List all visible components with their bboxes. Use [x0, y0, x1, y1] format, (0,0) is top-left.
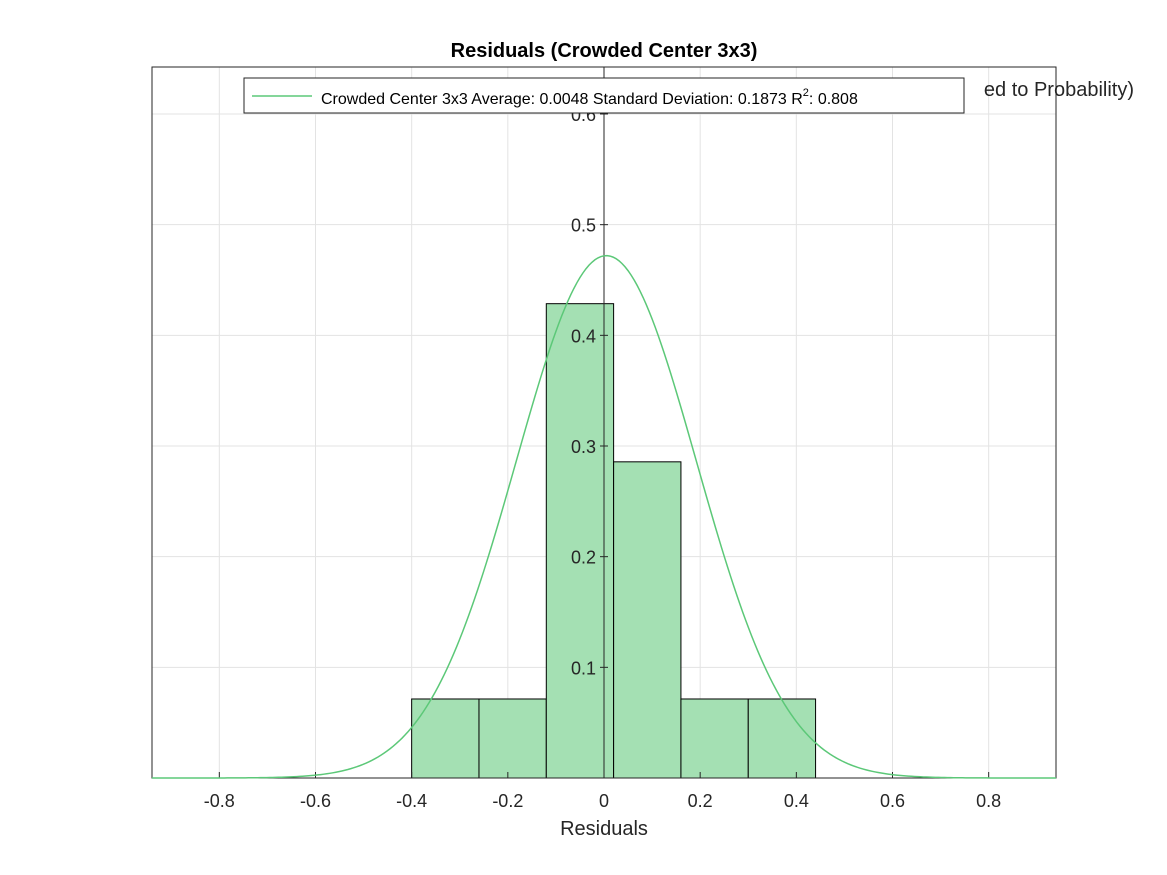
x-tick-label: 0.8 [976, 791, 1001, 811]
legend-entry-main: Crowded Center 3x3 Average: 0.0048 Stand… [321, 91, 803, 108]
y-axis-label-fragment: ed to Probability) [984, 79, 1134, 101]
x-tick-label: 0.6 [880, 791, 905, 811]
histogram-bar [411, 698, 480, 779]
y-tick-label: 0.4 [571, 326, 596, 346]
histogram-bar [680, 698, 749, 779]
legend: Crowded Center 3x3 Average: 0.0048 Stand… [243, 77, 965, 114]
normal-fit [152, 254, 1056, 779]
legend-entry-superscript: 2 [803, 87, 809, 99]
x-tick-label: -0.6 [300, 791, 331, 811]
x-tick-label: -0.8 [204, 791, 235, 811]
x-tick-label: -0.2 [492, 791, 523, 811]
histogram-bar [747, 698, 817, 779]
legend-entry-suffix: : 0.808 [809, 91, 858, 108]
histogram-bars [411, 303, 817, 779]
x-tick-label: 0.4 [784, 791, 809, 811]
histogram-bar [545, 303, 615, 779]
x-axis-label: Residuals [560, 818, 648, 840]
fit-curve [152, 254, 1056, 779]
x-tick-label: -0.4 [396, 791, 427, 811]
x-tick-labels: -0.8 -0.6 -0.4 -0.2 0 0.2 0.4 0.6 0.8 [204, 791, 1001, 811]
y-tick-label: 0.3 [571, 437, 596, 457]
axes [151, 66, 1057, 779]
histogram-bar [613, 461, 682, 779]
legend-entry-text: Crowded Center 3x3 Average: 0.0048 Stand… [321, 87, 858, 108]
histogram-bar [478, 698, 547, 779]
legend-box [243, 77, 965, 114]
y-tick-label: 0.5 [571, 216, 596, 236]
x-tick-label: 0 [599, 791, 609, 811]
y-tick-label: 0.2 [571, 548, 596, 568]
chart-title: Residuals (Crowded Center 3x3) [451, 40, 758, 62]
x-tick-label: 0.2 [688, 791, 713, 811]
y-tick-label: 0.1 [571, 658, 596, 678]
